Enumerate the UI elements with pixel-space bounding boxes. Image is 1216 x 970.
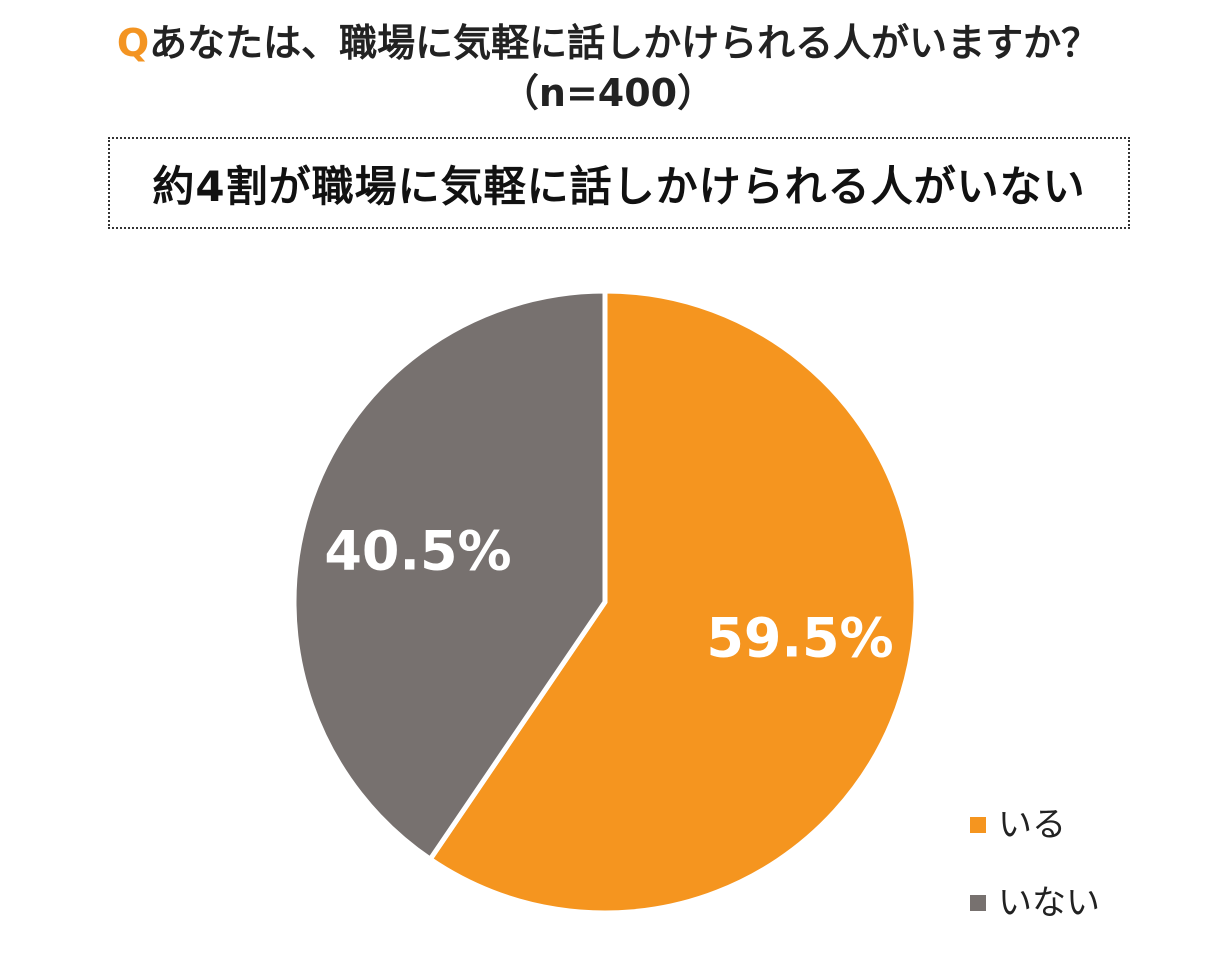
legend-item-iru: いる	[970, 800, 1190, 850]
pie-slice-inai	[291, 288, 608, 862]
question-title: Qあなたは、職場に気軽に話しかけられる人がいますか？	[0, 18, 1216, 68]
legend-label-iru: いる	[998, 805, 1066, 845]
sample-size: （n=400）	[500, 71, 716, 115]
headline-text: 約4割が職場に気軽に話しかけられる人がいない	[152, 161, 1086, 211]
pie-label-inai: 40.5%	[324, 520, 511, 583]
q-mark: Q	[116, 21, 150, 65]
legend-item-inai: いない	[970, 878, 1190, 928]
legend: いる いない	[970, 800, 1190, 956]
pie-labels: 59.5% 40.5%	[324, 520, 893, 670]
legend-swatch-inai	[970, 895, 986, 911]
legend-label-inai: いない	[998, 883, 1100, 923]
pie-slices	[291, 288, 919, 916]
pie-label-iru: 59.5%	[706, 607, 893, 670]
pie-slice-iru	[427, 288, 919, 916]
question-text: あなたは、職場に気軽に話しかけられる人がいますか？	[149, 21, 1100, 65]
legend-swatch-iru	[970, 817, 986, 833]
headline-box: 約4割が職場に気軽に話しかけられる人がいない	[108, 137, 1130, 229]
